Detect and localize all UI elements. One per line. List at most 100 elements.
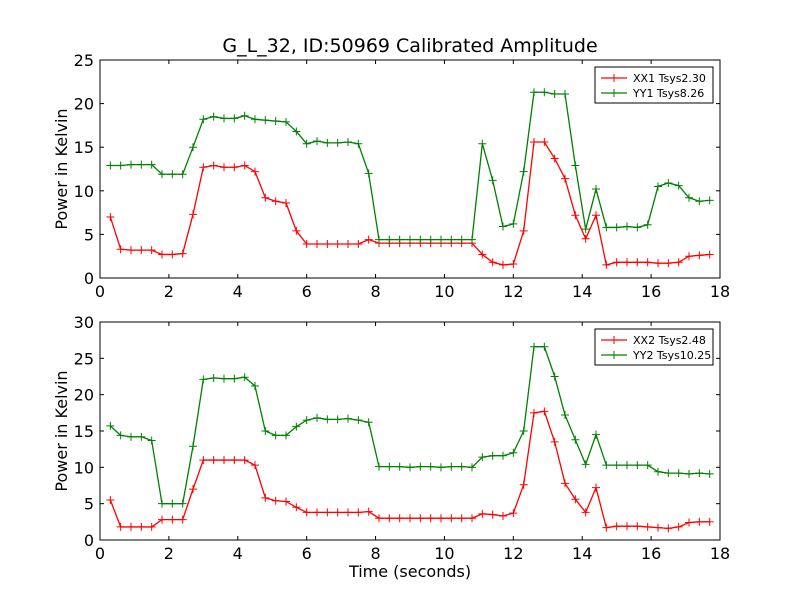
data-point <box>116 245 125 254</box>
data-point <box>313 413 321 422</box>
data-point <box>313 239 321 248</box>
data-point <box>499 512 507 521</box>
data-point <box>478 453 487 462</box>
data-point <box>333 239 342 248</box>
data-point <box>220 456 228 465</box>
x-tick-label: 18 <box>710 282 730 301</box>
data-point <box>323 415 332 424</box>
y-tick-label: 25 <box>74 349 94 368</box>
x-tick-label: 6 <box>302 544 312 563</box>
data-point <box>581 460 590 469</box>
y-tick-label: 15 <box>74 138 94 157</box>
data-point <box>468 514 476 523</box>
legend-marker <box>610 351 618 359</box>
data-point <box>550 372 559 381</box>
data-point <box>178 249 187 258</box>
data-point <box>592 211 600 220</box>
data-point <box>116 161 125 170</box>
data-point <box>499 451 507 460</box>
data-point <box>240 373 249 382</box>
data-point <box>230 163 239 172</box>
data-point <box>261 116 270 125</box>
data-point <box>106 161 115 170</box>
data-point <box>354 239 363 248</box>
data-point <box>323 239 332 248</box>
x-tick-label: 2 <box>164 282 174 301</box>
data-point <box>137 522 146 531</box>
data-point <box>189 442 197 451</box>
data-point <box>271 496 280 505</box>
x-tick-label: 16 <box>641 544 661 563</box>
data-point <box>561 90 569 99</box>
x-tick-label: 0 <box>95 282 105 301</box>
data-point <box>354 416 363 425</box>
data-point <box>478 509 487 518</box>
data-point <box>592 430 600 439</box>
data-point <box>158 515 166 524</box>
data-point <box>158 250 166 259</box>
data-point <box>333 508 342 517</box>
data-point <box>426 514 435 523</box>
data-point <box>106 496 115 505</box>
data-point <box>612 522 621 531</box>
data-point <box>416 235 425 244</box>
data-point <box>602 260 611 269</box>
data-point <box>127 160 135 169</box>
data-point <box>571 161 580 170</box>
data-point <box>623 258 631 267</box>
y-tick-label: 30 <box>74 313 94 332</box>
data-point <box>271 117 280 126</box>
data-point <box>488 451 497 460</box>
data-point <box>695 197 704 206</box>
legend-entry-label: YY2 Tsys10.25 <box>632 349 711 362</box>
y-tick-label: 0 <box>84 269 94 288</box>
y-tick-label: 10 <box>74 458 94 477</box>
data-point <box>530 342 538 351</box>
x-tick-label: 8 <box>370 282 380 301</box>
legend-marker <box>610 74 618 82</box>
data-point <box>158 170 166 179</box>
data-point <box>654 523 662 532</box>
data-point <box>199 456 208 465</box>
legend-entry-label: XX2 Tsys2.48 <box>633 334 706 347</box>
data-point <box>416 514 425 523</box>
data-point <box>519 480 528 489</box>
data-point <box>385 235 394 244</box>
data-point <box>292 503 301 512</box>
data-point <box>344 137 352 146</box>
data-point <box>592 483 600 492</box>
data-point <box>364 235 373 244</box>
y-axis-label: Power in Kelvin <box>52 108 71 229</box>
x-tick-label: 18 <box>710 544 730 563</box>
x-axis-label: Time (seconds) <box>348 562 471 581</box>
data-point <box>705 196 714 205</box>
chart-title: G_L_32, ID:50969 Calibrated Amplitude <box>222 35 597 57</box>
legend <box>594 66 714 104</box>
data-point <box>612 223 621 232</box>
x-tick-label: 2 <box>164 544 174 563</box>
x-tick-label: 10 <box>434 544 454 563</box>
data-point <box>116 522 125 531</box>
data-point <box>457 235 466 244</box>
data-point <box>685 193 693 202</box>
data-point <box>561 479 569 488</box>
data-point <box>457 514 466 523</box>
data-point <box>674 258 683 267</box>
data-point <box>685 518 693 527</box>
data-point <box>230 374 239 383</box>
data-point <box>674 522 683 531</box>
data-point <box>168 250 177 259</box>
data-point <box>209 112 218 121</box>
data-point <box>664 259 673 268</box>
legend-entry-label: YY1 Tsys8.26 <box>632 87 704 100</box>
data-point <box>178 170 187 179</box>
data-point <box>178 515 187 524</box>
y-tick-label: 20 <box>74 95 94 114</box>
y-axis-label: Power in Kelvin <box>52 370 71 491</box>
data-point <box>654 467 662 476</box>
data-point <box>147 160 156 169</box>
data-point <box>406 235 414 244</box>
data-point <box>261 193 270 202</box>
data-point <box>251 167 259 176</box>
data-point <box>385 462 394 471</box>
